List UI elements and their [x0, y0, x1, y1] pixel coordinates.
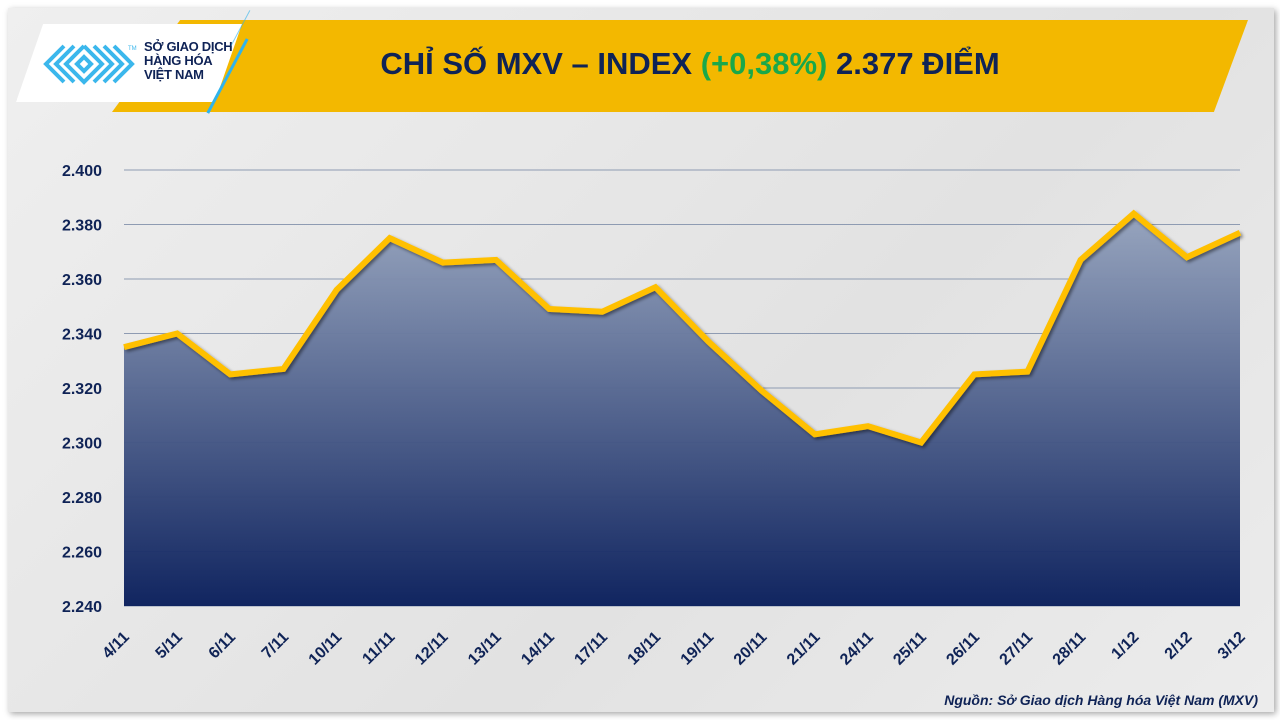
- x-tick-label: 5/11: [153, 629, 186, 662]
- x-tick-label: 10/11: [306, 629, 346, 669]
- logo-tm: TM: [128, 46, 137, 52]
- x-tick-label: 18/11: [625, 629, 665, 669]
- x-tick-label: 27/11: [997, 629, 1037, 669]
- x-tick-label: 14/11: [518, 629, 558, 669]
- logo-mark-icon: [43, 44, 135, 85]
- x-tick-label: 24/11: [837, 629, 877, 669]
- logo-text: SỞ GIAO DỊCH HÀNG HÓA VIỆT NAM: [144, 39, 233, 82]
- source-note: Nguồn: Sở Giao dịch Hàng hóa Việt Nam (M…: [944, 692, 1258, 708]
- y-tick-label: 2.400: [62, 163, 102, 180]
- x-tick-label: 3/12: [1215, 629, 1249, 663]
- x-tick-label: 6/11: [206, 629, 239, 662]
- mxv-logo: TM: [16, 24, 242, 102]
- title-value: 2.377 ĐIỂM: [827, 46, 1000, 81]
- title-change: (+0,38%): [700, 46, 828, 81]
- x-tick-label: 20/11: [731, 629, 771, 669]
- y-tick-label: 2.280: [62, 490, 102, 507]
- y-tick-label: 2.240: [62, 599, 102, 616]
- logo-line: HÀNG HÓA: [144, 53, 213, 68]
- y-tick-label: 2.320: [62, 381, 102, 398]
- x-tick-label: 2/12: [1162, 629, 1196, 663]
- x-tick-label: 4/11: [99, 629, 132, 662]
- title-main: CHỈ SỐ MXV – INDEX: [380, 46, 701, 81]
- x-tick-label: 19/11: [678, 629, 718, 669]
- x-tick-label: 17/11: [571, 629, 611, 669]
- logo-line: VIỆT NAM: [144, 67, 204, 82]
- y-tick-label: 2.260: [62, 545, 102, 562]
- x-tick-label: 12/11: [412, 629, 452, 669]
- logo-line: SỞ GIAO DỊCH: [144, 39, 233, 54]
- x-tick-label: 7/11: [259, 629, 292, 662]
- area-fill: [124, 213, 1240, 606]
- x-tick-label: 26/11: [943, 629, 983, 669]
- x-tick-label: 21/11: [784, 629, 824, 669]
- title-banner: [112, 20, 1248, 112]
- x-tick-label: 28/11: [1050, 629, 1090, 669]
- series-line: [123, 209, 1242, 446]
- y-tick-label: 2.340: [62, 327, 102, 344]
- x-tick-label: 13/11: [465, 629, 505, 669]
- y-tick-label: 2.380: [62, 218, 102, 235]
- x-tick-label: 25/11: [890, 629, 930, 669]
- y-tick-label: 2.360: [62, 272, 102, 289]
- chart-title: CHỈ SỐ MXV – INDEX (+0,38%) 2.377 ĐIỂM: [250, 46, 1130, 82]
- x-tick-label: 1/12: [1109, 629, 1143, 663]
- y-tick-label: 2.300: [62, 436, 102, 453]
- x-tick-label: 11/11: [359, 629, 398, 668]
